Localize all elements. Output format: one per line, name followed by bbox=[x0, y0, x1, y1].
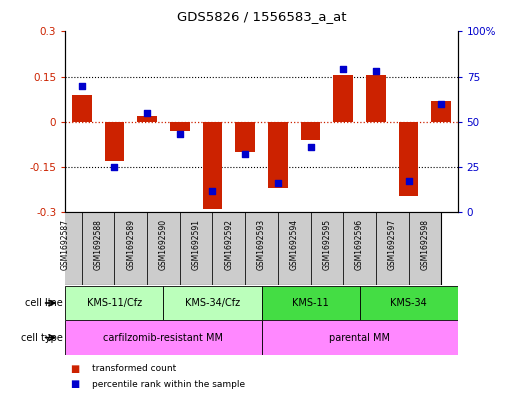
Text: cell type: cell type bbox=[21, 332, 63, 343]
Bar bbox=[366, 75, 385, 122]
Bar bbox=[180, 212, 212, 285]
Text: KMS-34: KMS-34 bbox=[390, 298, 427, 308]
Bar bbox=[170, 122, 190, 131]
Bar bbox=[278, 212, 311, 285]
Bar bbox=[105, 122, 124, 161]
Text: GSM1692595: GSM1692595 bbox=[322, 219, 332, 270]
Text: ■: ■ bbox=[71, 364, 80, 374]
Bar bbox=[49, 212, 82, 285]
Bar bbox=[72, 95, 92, 122]
Bar bbox=[376, 212, 408, 285]
Text: GSM1692589: GSM1692589 bbox=[126, 219, 135, 270]
Bar bbox=[65, 320, 262, 355]
Bar bbox=[431, 101, 451, 122]
Text: GSM1692593: GSM1692593 bbox=[257, 219, 266, 270]
Bar bbox=[115, 212, 147, 285]
Text: GSM1692590: GSM1692590 bbox=[159, 219, 168, 270]
Bar bbox=[343, 212, 376, 285]
Text: GSM1692587: GSM1692587 bbox=[61, 219, 70, 270]
Bar bbox=[262, 286, 360, 320]
Text: GSM1692588: GSM1692588 bbox=[94, 220, 103, 270]
Text: GSM1692591: GSM1692591 bbox=[191, 219, 201, 270]
Bar bbox=[311, 212, 343, 285]
Point bbox=[208, 187, 217, 194]
Text: GSM1692592: GSM1692592 bbox=[224, 219, 233, 270]
Text: KMS-11: KMS-11 bbox=[292, 298, 329, 308]
Point bbox=[437, 101, 446, 107]
Point bbox=[143, 110, 151, 116]
Text: cell line: cell line bbox=[25, 298, 63, 308]
Bar bbox=[235, 122, 255, 152]
Point bbox=[110, 164, 119, 170]
Bar bbox=[408, 212, 441, 285]
Text: GDS5826 / 1556583_a_at: GDS5826 / 1556583_a_at bbox=[177, 10, 346, 23]
Bar bbox=[82, 212, 115, 285]
Text: GSM1692597: GSM1692597 bbox=[388, 219, 397, 270]
Bar bbox=[163, 286, 262, 320]
Text: transformed count: transformed count bbox=[92, 364, 176, 373]
Text: GSM1692598: GSM1692598 bbox=[420, 219, 429, 270]
Bar bbox=[334, 75, 353, 122]
Point bbox=[372, 68, 380, 74]
Text: KMS-34/Cfz: KMS-34/Cfz bbox=[185, 298, 240, 308]
Bar bbox=[65, 286, 163, 320]
Point bbox=[176, 131, 184, 138]
Text: GSM1692596: GSM1692596 bbox=[355, 219, 364, 270]
Text: parental MM: parental MM bbox=[329, 332, 390, 343]
Bar bbox=[245, 212, 278, 285]
Bar bbox=[203, 122, 222, 209]
Point bbox=[274, 180, 282, 186]
Text: percentile rank within the sample: percentile rank within the sample bbox=[92, 380, 245, 389]
Point bbox=[339, 66, 347, 73]
Bar bbox=[360, 286, 458, 320]
Bar bbox=[147, 212, 180, 285]
Point bbox=[241, 151, 249, 158]
Bar bbox=[268, 122, 288, 188]
Bar bbox=[137, 116, 157, 122]
Point bbox=[306, 144, 315, 150]
Bar bbox=[212, 212, 245, 285]
Point bbox=[404, 178, 413, 185]
Text: GSM1692594: GSM1692594 bbox=[290, 219, 299, 270]
Point bbox=[77, 83, 86, 89]
Text: carfilzomib-resistant MM: carfilzomib-resistant MM bbox=[104, 332, 223, 343]
Text: ■: ■ bbox=[71, 379, 80, 389]
Text: KMS-11/Cfz: KMS-11/Cfz bbox=[87, 298, 142, 308]
Bar bbox=[262, 320, 458, 355]
Bar bbox=[301, 122, 320, 140]
Bar bbox=[399, 122, 418, 196]
